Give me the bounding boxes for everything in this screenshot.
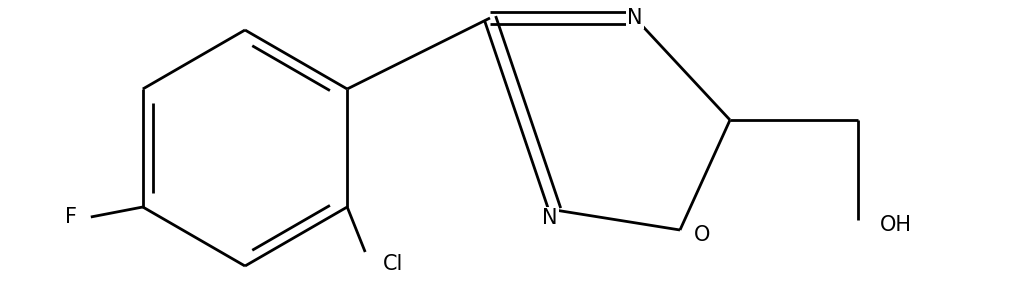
Text: OH: OH	[880, 215, 911, 235]
Text: F: F	[65, 207, 77, 227]
Text: Cl: Cl	[383, 254, 403, 274]
Text: N: N	[627, 8, 642, 28]
Text: O: O	[694, 225, 710, 245]
Text: N: N	[542, 208, 557, 228]
